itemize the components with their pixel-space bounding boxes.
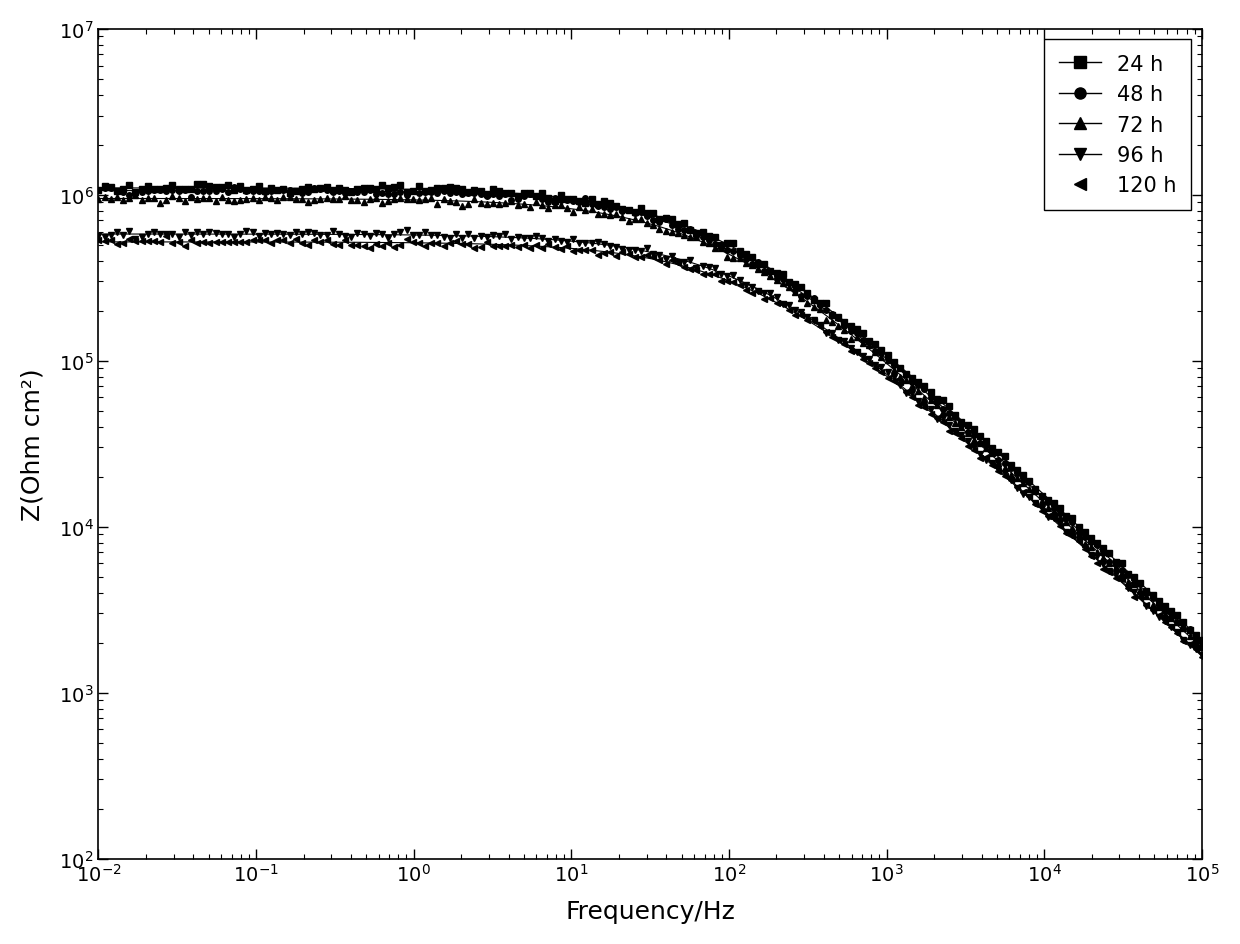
Legend: 24 h, 48 h, 72 h, 96 h, 120 h: 24 h, 48 h, 72 h, 96 h, 120 h — [1044, 41, 1192, 211]
Y-axis label: Z(Ohm cm²): Z(Ohm cm²) — [21, 368, 45, 520]
X-axis label: Frequency/Hz: Frequency/Hz — [565, 900, 735, 923]
